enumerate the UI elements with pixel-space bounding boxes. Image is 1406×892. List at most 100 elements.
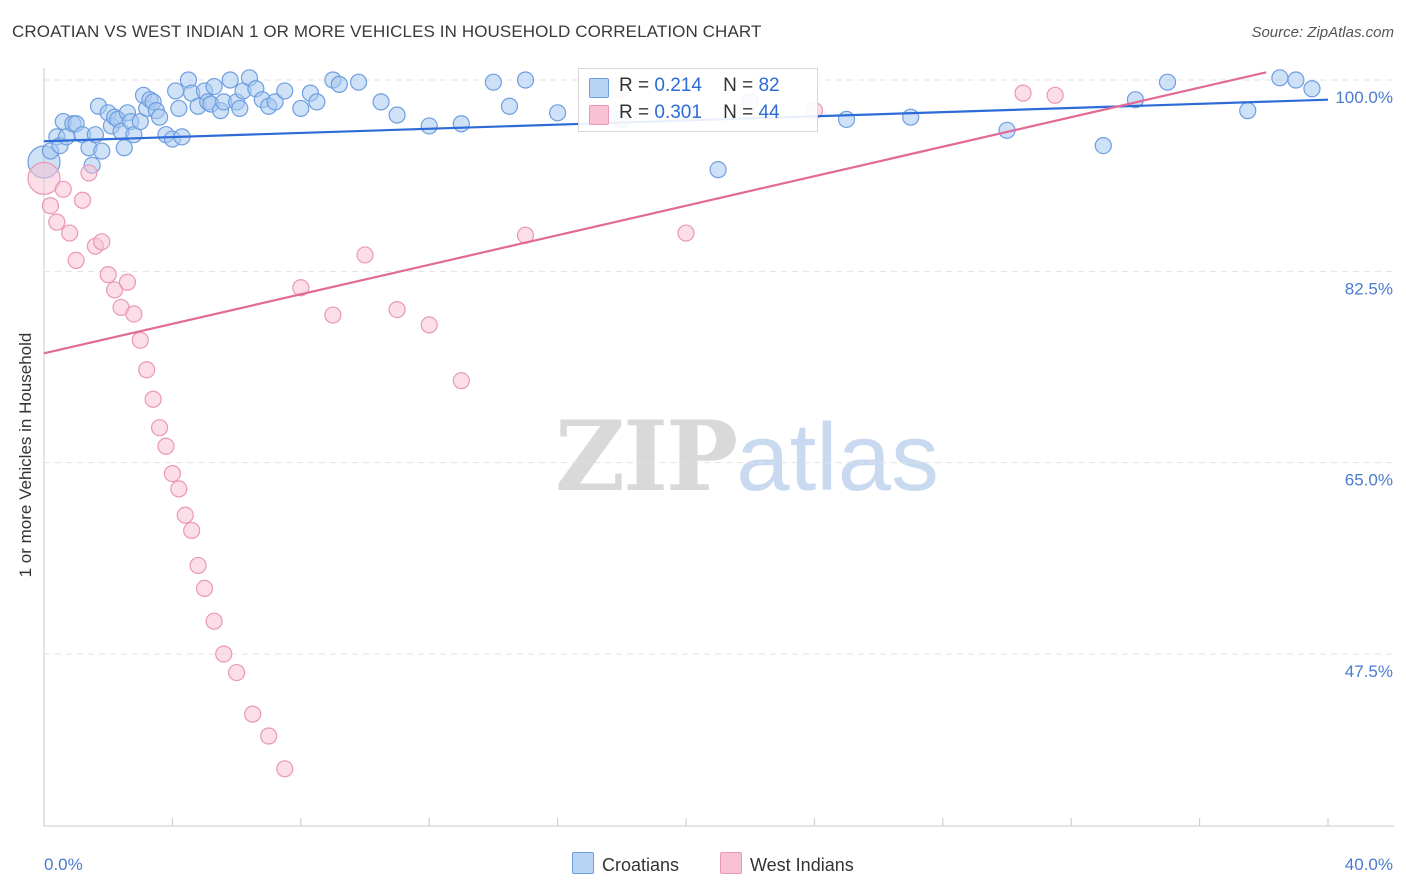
legend-n-label-west-indians: N = — [723, 102, 754, 123]
point-west-indians — [27, 161, 61, 195]
point-west-indians — [356, 246, 374, 264]
point-croatians — [276, 82, 294, 100]
point-croatians — [709, 161, 727, 179]
point-croatians — [115, 139, 133, 157]
point-croatians — [266, 93, 284, 111]
point-west-indians — [41, 197, 60, 215]
point-west-indians — [138, 361, 156, 379]
x-tick-label: 0.0% — [44, 855, 83, 874]
point-west-indians — [1014, 84, 1032, 102]
point-croatians — [372, 93, 390, 111]
point-croatians — [205, 77, 223, 96]
x-tick-label: 40.0% — [1345, 855, 1393, 874]
chart-source: Source: ZipAtlas.com — [1251, 24, 1394, 41]
point-west-indians — [125, 305, 143, 323]
point-croatians — [388, 106, 406, 124]
point-west-indians — [93, 233, 111, 251]
point-west-indians — [244, 705, 262, 723]
point-west-indians — [195, 579, 214, 598]
point-west-indians — [276, 760, 294, 778]
watermark-zip: ZIP — [555, 400, 738, 513]
point-west-indians — [67, 251, 85, 269]
watermark: ZIPatlas — [555, 400, 939, 513]
bottom-legend-west-indians: West Indians — [720, 852, 854, 876]
legend-r-label-west-indians: R = — [619, 102, 650, 123]
point-croatians — [292, 99, 310, 118]
point-west-indians — [388, 301, 406, 319]
point-croatians — [420, 117, 438, 135]
point-west-indians — [61, 224, 79, 242]
point-croatians — [150, 108, 169, 126]
bottom-legend-croatians: Croatians — [572, 852, 679, 876]
watermark-atlas: atlas — [736, 404, 939, 511]
point-west-indians — [189, 556, 207, 575]
legend-swatch-croatians — [589, 78, 609, 98]
point-croatians — [500, 97, 519, 115]
point-croatians — [231, 99, 249, 118]
point-croatians — [1094, 137, 1112, 155]
point-west-indians — [324, 306, 342, 324]
legend-n-value-croatians: 82 — [758, 75, 780, 96]
y-tick-label: 65.0% — [1345, 471, 1393, 490]
point-croatians — [484, 73, 502, 91]
point-west-indians — [170, 480, 188, 498]
bottom-legend-label-croatians: Croatians — [602, 855, 680, 875]
legend-n-value-west-indians: 44 — [758, 102, 780, 123]
point-west-indians — [73, 191, 92, 209]
point-west-indians — [80, 164, 98, 182]
legend-r-value-west-indians: 0.301 — [654, 102, 702, 123]
chart-title: CROATIAN VS WEST INDIAN 1 OR MORE VEHICL… — [12, 22, 762, 41]
point-west-indians — [205, 612, 223, 630]
point-croatians — [330, 75, 348, 93]
point-west-indians — [48, 213, 66, 231]
correlation-legend: R = 0.214 N = 82 R = 0.301 N = 44 — [578, 68, 818, 132]
point-west-indians — [183, 521, 201, 540]
point-west-indians — [144, 390, 162, 408]
y-tick-label: 47.5% — [1345, 662, 1393, 681]
point-croatians — [1287, 71, 1305, 89]
point-croatians — [93, 142, 111, 160]
point-west-indians — [292, 279, 310, 297]
point-croatians — [548, 104, 567, 122]
point-west-indians — [99, 266, 117, 284]
point-west-indians — [150, 419, 169, 437]
point-croatians — [837, 110, 856, 128]
point-west-indians — [163, 465, 181, 483]
legend-r-label-croatians: R = — [619, 75, 650, 96]
point-croatians — [167, 82, 185, 100]
legend-r-value-croatians: 0.214 — [654, 75, 702, 96]
point-west-indians — [54, 180, 72, 198]
point-croatians — [170, 99, 188, 118]
trend-line-west-indians — [43, 71, 1267, 355]
y-tick-label: 82.5% — [1345, 279, 1393, 298]
point-croatians — [221, 71, 239, 89]
point-croatians — [902, 108, 920, 126]
legend-n-label-croatians: N = — [723, 75, 754, 96]
point-west-indians — [228, 663, 246, 682]
point-west-indians — [157, 437, 175, 455]
point-croatians — [516, 71, 535, 89]
point-west-indians — [215, 645, 233, 663]
point-croatians — [1303, 80, 1321, 98]
bottom-legend-label-west-indians: West Indians — [750, 855, 854, 875]
point-croatians — [1158, 73, 1177, 91]
point-west-indians — [260, 727, 278, 745]
point-croatians — [1271, 69, 1289, 87]
point-croatians — [308, 93, 326, 111]
point-west-indians — [118, 273, 137, 291]
legend-swatch-west-indians — [589, 105, 609, 125]
point-west-indians — [420, 316, 438, 334]
y-tick-label: 100.0% — [1335, 88, 1393, 107]
point-west-indians — [1046, 86, 1064, 104]
bottom-legend-swatch-croatians — [572, 852, 594, 874]
point-west-indians — [131, 331, 149, 349]
point-croatians — [1239, 102, 1257, 120]
point-west-indians — [106, 281, 124, 299]
bottom-legend-swatch-west-indians — [720, 852, 742, 874]
point-west-indians — [176, 506, 194, 524]
point-west-indians — [452, 372, 470, 390]
point-croatians — [349, 73, 368, 91]
point-west-indians — [677, 224, 695, 242]
point-croatians — [452, 115, 470, 133]
